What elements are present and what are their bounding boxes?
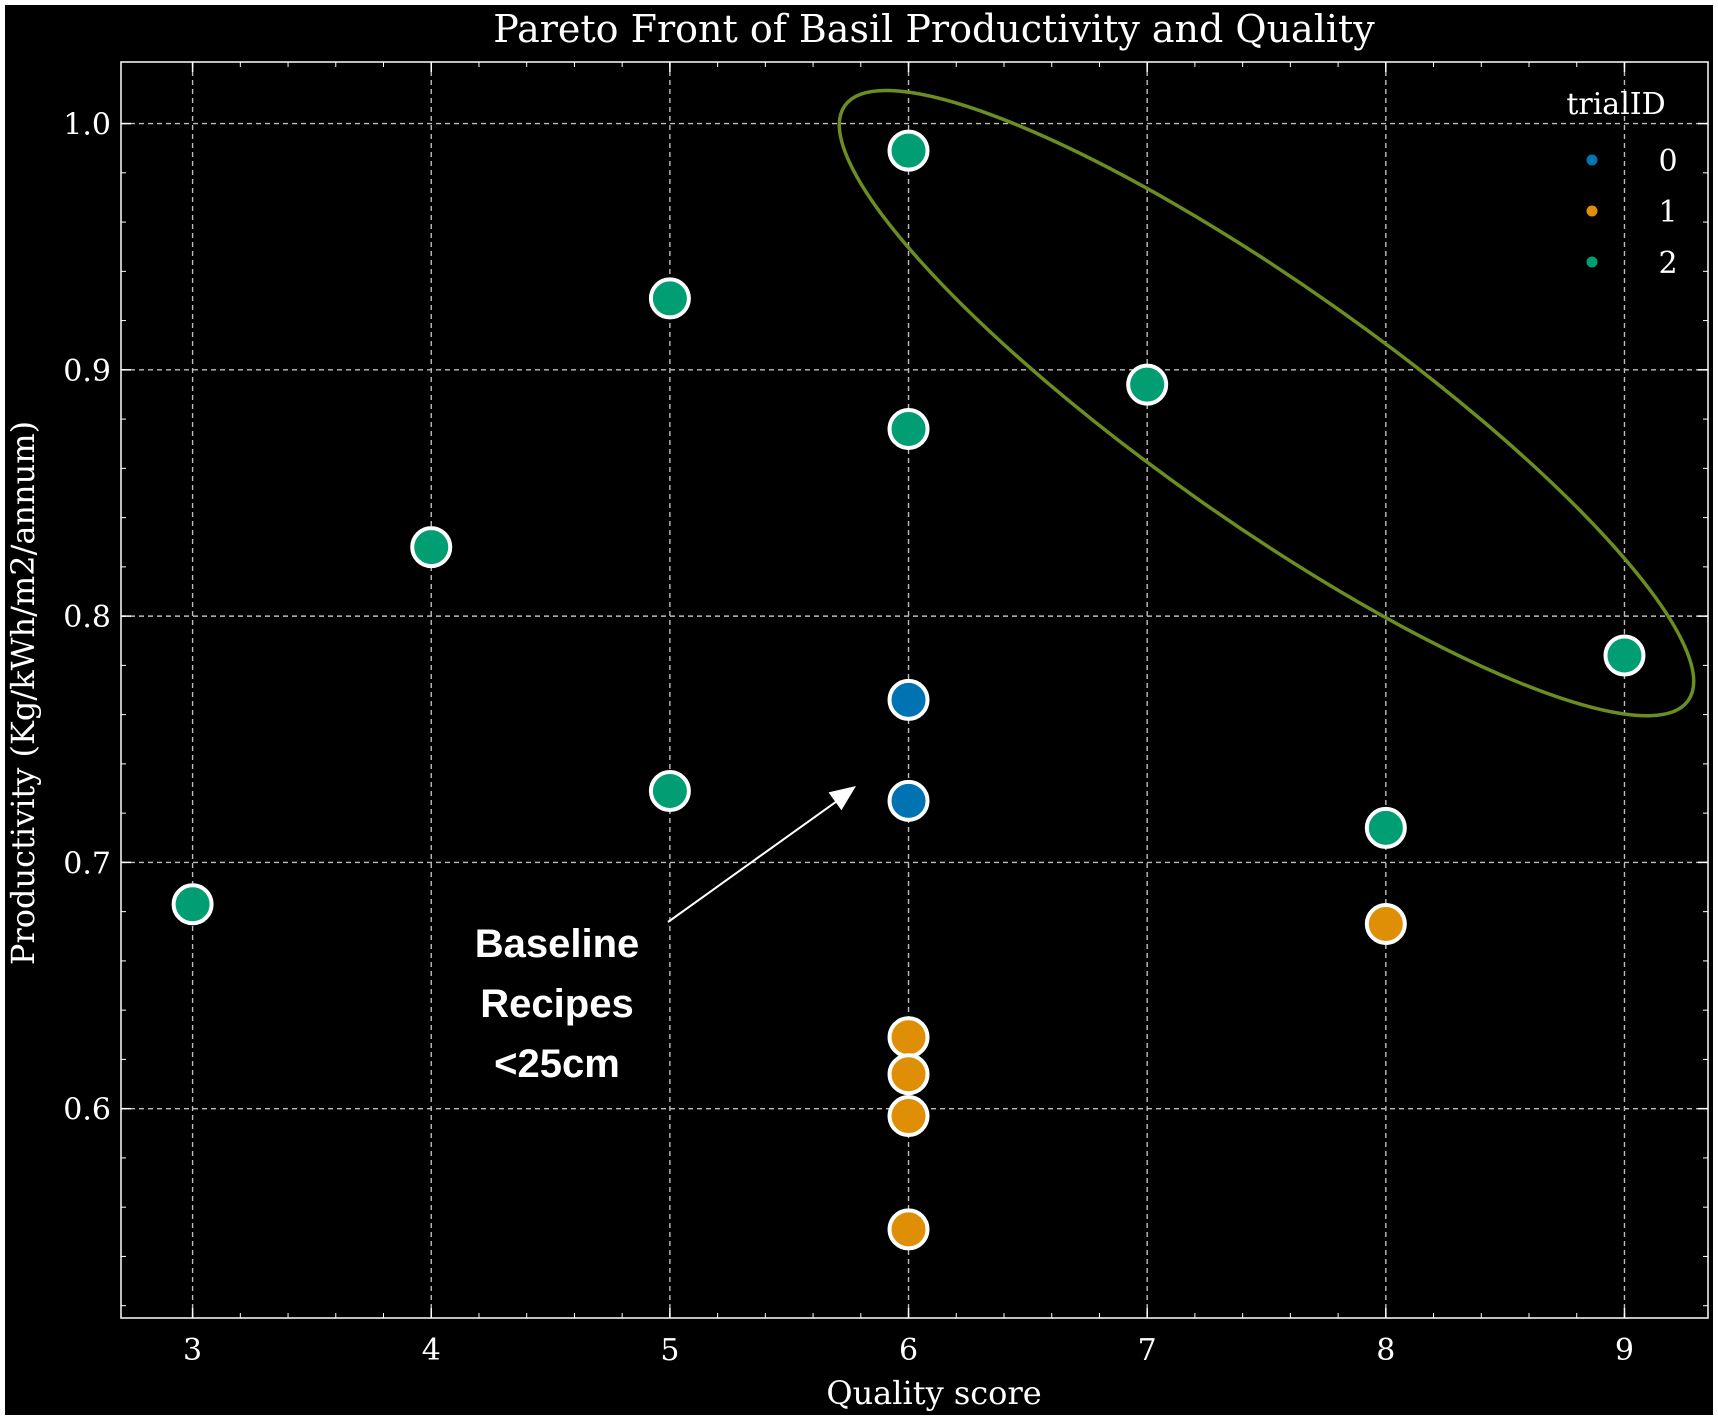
- y-tick-label: 1.0: [63, 108, 111, 143]
- data-point-trial-2: [648, 277, 691, 320]
- x-axis-label: Quality score: [826, 1374, 1041, 1412]
- legend-label-1: 1: [1658, 195, 1677, 230]
- data-point-trial-2: [887, 129, 930, 172]
- data-point-trial-2: [1126, 363, 1169, 406]
- y-tick-label: 0.9: [63, 354, 111, 389]
- annotation-layer: Baseline Recipes <25cm: [475, 786, 857, 1086]
- ticks-layer: 3 4 5 6 7 8 9 0.6 0.7 0.8 0.9 1.0: [63, 62, 1708, 1368]
- y-tick-label: 0.6: [63, 1093, 111, 1128]
- data-point-trial-1: [887, 1095, 930, 1138]
- x-tick-label: 8: [1376, 1333, 1395, 1368]
- data-point-trial-1: [887, 1053, 930, 1096]
- data-point-trial-2: [1364, 806, 1407, 849]
- y-tick-label: 0.8: [63, 600, 111, 635]
- chart-background: [5, 5, 1713, 1415]
- x-tick-label: 9: [1615, 1333, 1634, 1368]
- annotation-arrow-head: [828, 786, 857, 811]
- data-point-trial-2: [1603, 634, 1646, 677]
- data-point-trial-1: [887, 1016, 930, 1059]
- legend-marker-0: [1586, 154, 1598, 166]
- axes-layer: [120, 61, 1709, 1319]
- annotation-text-line: <25cm: [494, 1042, 620, 1086]
- legend-label-2: 2: [1658, 246, 1677, 281]
- data-point-trial-0: [887, 678, 930, 721]
- legend: trialID 0 1 2: [1566, 87, 1677, 281]
- data-point-trial-2: [648, 769, 691, 812]
- data-point-trial-1: [887, 1208, 930, 1251]
- x-tick-label: 7: [1138, 1333, 1157, 1368]
- data-point-trial-2: [171, 883, 214, 926]
- highlight-layer: [837, 88, 1696, 718]
- annotation-text-line: Recipes: [480, 982, 633, 1026]
- points-layer: [171, 129, 1646, 1251]
- data-point-trial-1: [1364, 902, 1407, 945]
- data-point-trial-2: [887, 407, 930, 450]
- x-tick-label: 3: [183, 1333, 202, 1368]
- data-point-trial-2: [410, 526, 453, 569]
- x-tick-label: 4: [422, 1333, 441, 1368]
- legend-label-0: 0: [1658, 144, 1677, 179]
- x-tick-label: 5: [660, 1333, 679, 1368]
- plot-frame: [120, 61, 1709, 1319]
- x-tick-label: 6: [899, 1333, 918, 1368]
- chart-title: Pareto Front of Basil Productivity and Q…: [493, 7, 1375, 51]
- y-axis-label: Productivity (Kg/kWh/m2/annum): [4, 421, 42, 965]
- y-tick-label: 0.7: [63, 846, 111, 881]
- pareto-highlight-ellipse: [837, 88, 1696, 718]
- legend-marker-1: [1586, 205, 1598, 217]
- annotation-text-line: Baseline: [475, 922, 640, 966]
- legend-title: trialID: [1566, 87, 1665, 122]
- annotation-arrow-shaft: [667, 795, 845, 923]
- legend-marker-2: [1586, 256, 1598, 268]
- data-point-trial-0: [887, 779, 930, 822]
